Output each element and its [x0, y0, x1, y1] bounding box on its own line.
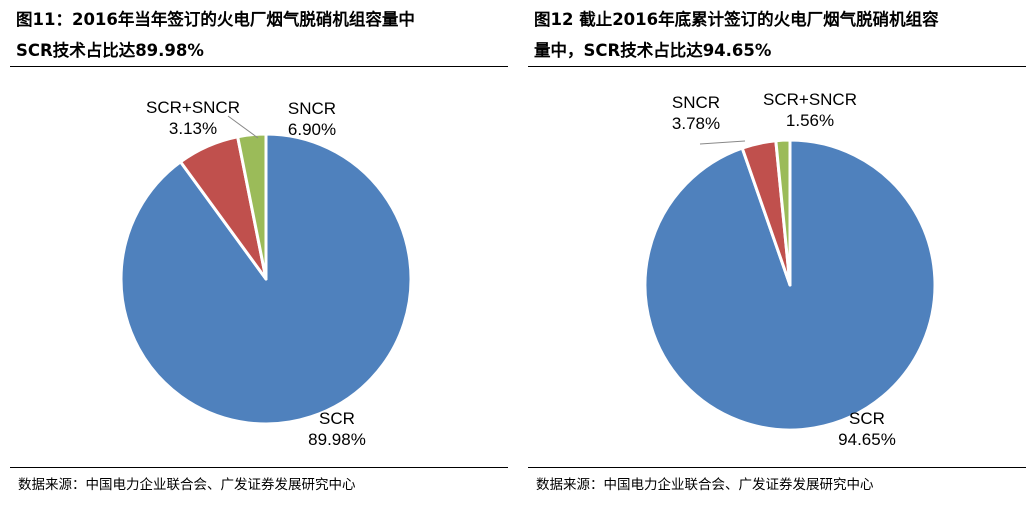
data-label-scr-name: SCR	[849, 409, 885, 428]
chart-title-line2: SCR技术占比达89.98%	[16, 41, 204, 60]
pie-chart-fig11: SNCR 6.90% SCR+SNCR 3.13% SCR 89.98%	[119, 98, 413, 449]
chart-title-line1: 图11：2016年当年签订的火电厂烟气脱硝机组容量中	[16, 10, 415, 29]
data-label-scr-sncr-name: SCR+SNCR	[146, 98, 240, 117]
data-label-scr-value: 89.98%	[308, 430, 366, 449]
source-note: 数据来源：中国电力企业联合会、广发证券发展研究中心	[18, 477, 356, 493]
data-label-sncr-value: 6.90%	[288, 120, 336, 139]
data-label-scr-value: 94.65%	[838, 430, 896, 449]
data-label-sncr-value: 3.78%	[672, 114, 720, 133]
bottom-rule	[528, 467, 1026, 468]
leader-line-sncr	[699, 140, 746, 145]
chart-title: 图12 截止2016年底累计签订的火电厂烟气脱硝机组容 量中，SCR技术占比达9…	[534, 4, 1024, 66]
data-label-scr-sncr-name: SCR+SNCR	[763, 90, 857, 109]
bottom-rule	[10, 467, 508, 468]
data-label-scr-sncr-value: 1.56%	[786, 111, 834, 130]
leader-line-scr-sncr	[227, 115, 259, 139]
pie-slice-scr-sncr	[774, 138, 792, 287]
pie-chart-fig12: SNCR 3.78% SCR+SNCR 1.56% SCR 94.65%	[643, 90, 937, 449]
data-label-scr-sncr-value: 3.13%	[169, 119, 217, 138]
data-label-scr-name: SCR	[319, 409, 355, 428]
top-rule	[10, 66, 508, 67]
data-label-sncr-name: SNCR	[288, 99, 336, 118]
source-note: 数据来源：中国电力企业联合会、广发证券发展研究中心	[536, 477, 874, 493]
chart-panel-fig12: 图12 截止2016年底累计签订的火电厂烟气脱硝机组容 量中，SCR技术占比达9…	[528, 0, 1026, 509]
pie-slice-scr	[643, 138, 937, 432]
pie-slices	[643, 138, 937, 432]
chart-panel-fig11: 图11：2016年当年签订的火电厂烟气脱硝机组容量中 SCR技术占比达89.98…	[10, 0, 508, 509]
chart-title: 图11：2016年当年签订的火电厂烟气脱硝机组容量中 SCR技术占比达89.98…	[16, 4, 506, 66]
pie-slices	[119, 132, 413, 426]
top-rule	[528, 66, 1026, 67]
pie-slice-scr-sncr	[236, 132, 268, 281]
data-label-sncr-name: SNCR	[672, 93, 720, 112]
chart-title-line1: 图12 截止2016年底累计签订的火电厂烟气脱硝机组容	[534, 10, 939, 29]
chart-title-line2: 量中，SCR技术占比达94.65%	[534, 41, 772, 60]
